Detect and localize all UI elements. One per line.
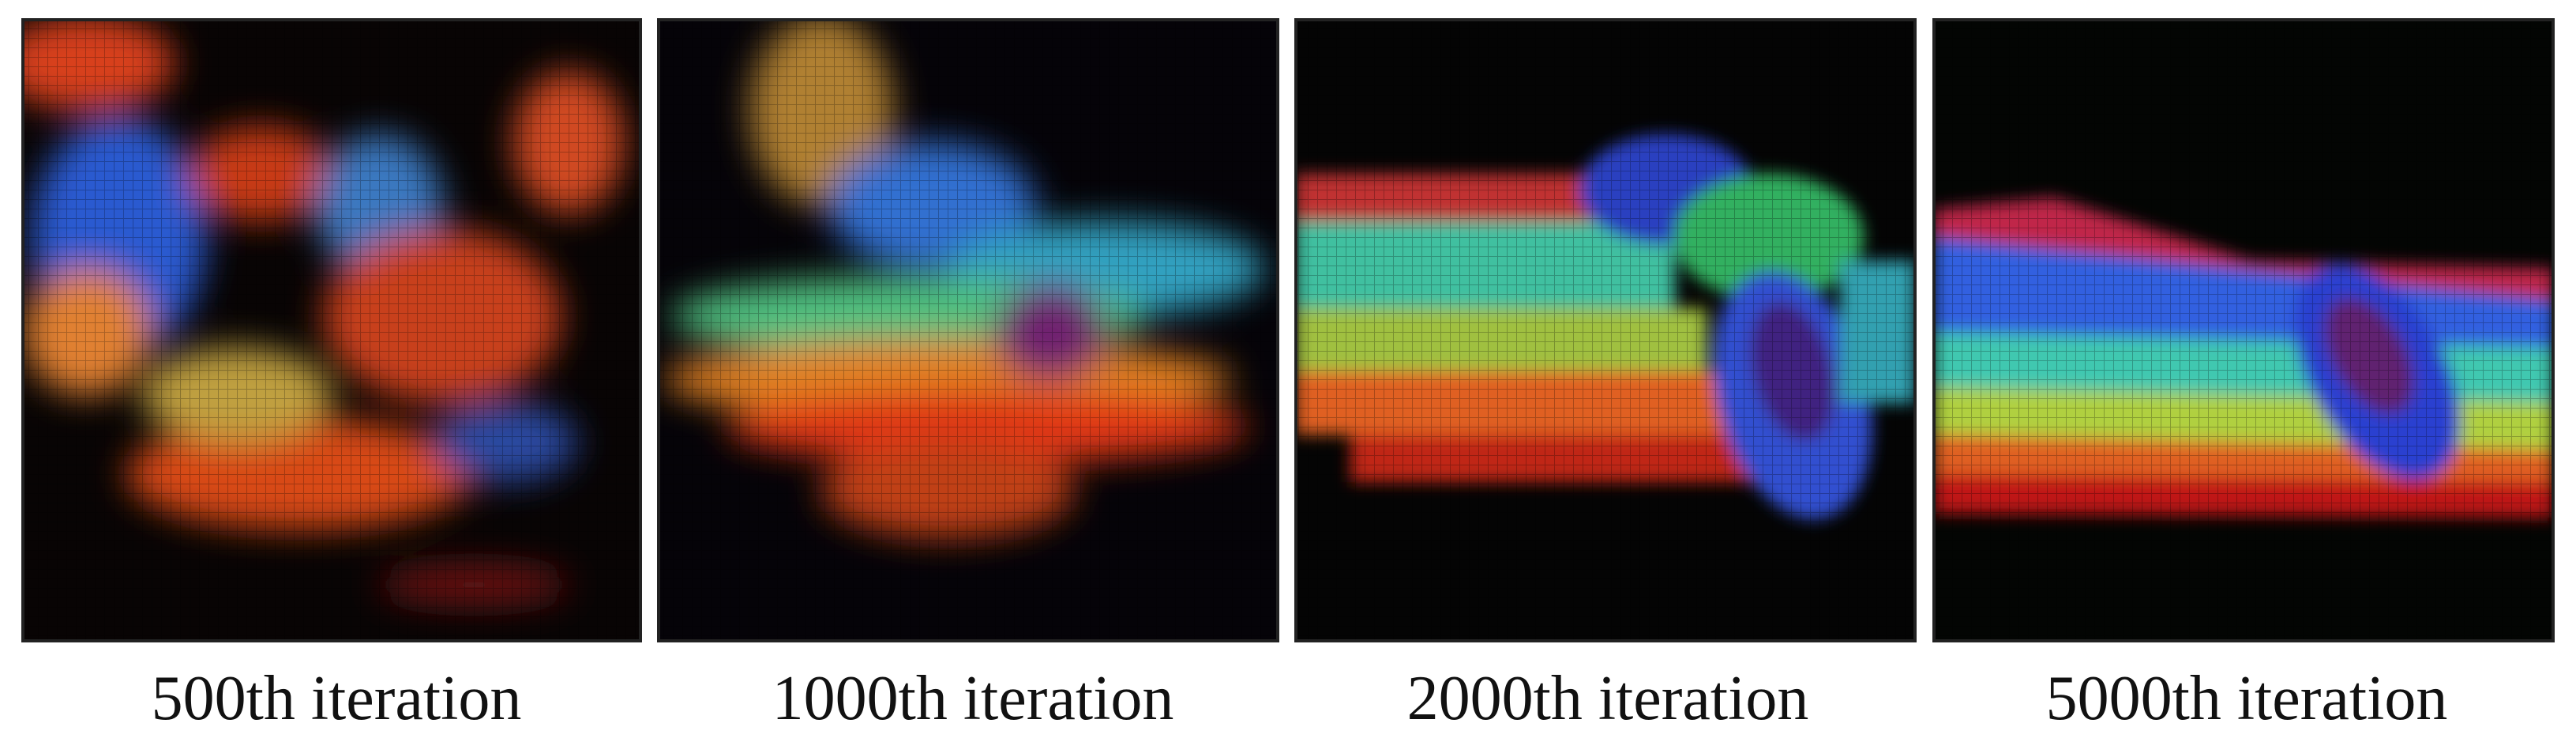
caption: 5000th iteration [2046,664,2448,733]
panel-frame [657,18,1279,642]
panel-image [1296,20,1915,641]
caption: 500th iteration [152,664,522,733]
panel-frame [21,18,642,642]
caption: 2000th iteration [1407,664,1809,733]
panel-image [23,20,640,641]
panel-frame [1932,18,2555,642]
panel-image [659,20,1278,641]
caption: 1000th iteration [772,664,1174,733]
panel-image [1934,20,2553,641]
panel-frame [1294,18,1917,642]
